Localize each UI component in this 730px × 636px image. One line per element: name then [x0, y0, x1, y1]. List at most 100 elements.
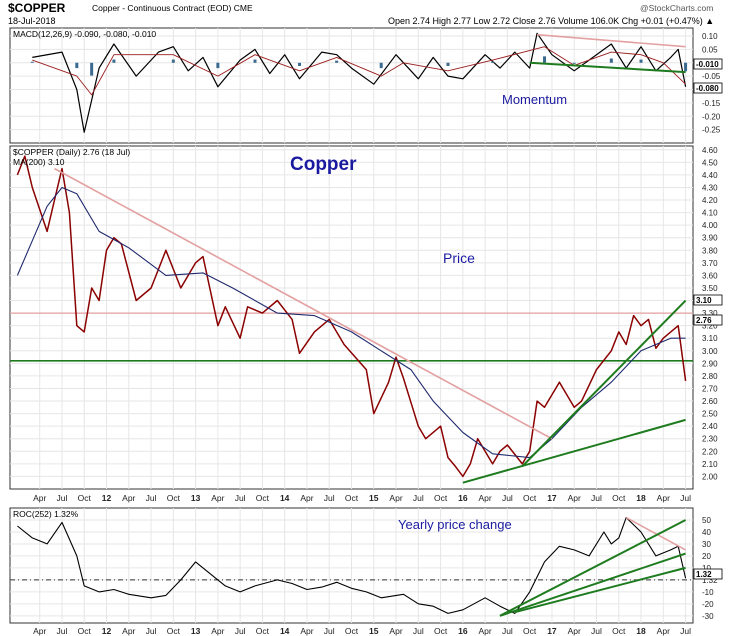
x-tick-label: Oct: [78, 493, 92, 503]
x-tick-label: Apr: [122, 626, 135, 636]
x-tick-label: Oct: [434, 493, 448, 503]
x-tick-label: 15: [369, 493, 379, 503]
roc-last-value-box: [693, 568, 723, 580]
x-tick-label: Jul: [502, 626, 513, 636]
price-annotation: Price: [443, 250, 475, 266]
x-tick-label: Apr: [657, 493, 670, 503]
roc-y-tick-label: 1.32: [702, 576, 718, 585]
macd-last-value-label: -0.010: [696, 60, 719, 69]
macd-y-tick-label: -0.15: [702, 99, 721, 108]
price-last-value-box: [693, 314, 723, 326]
macd-series-macd-12-26-9: [32, 32, 687, 133]
macd-y-tick-label: -0.20: [702, 112, 721, 121]
macd-y-tick-label: -0.05: [702, 72, 721, 81]
x-tick-label: Oct: [612, 626, 626, 636]
macd-y-tick-label: 0.05: [702, 45, 718, 54]
roc-y-tick-label: -20: [702, 600, 714, 609]
yearly-change-annotation: Yearly price change: [398, 517, 512, 532]
roc-y-tick-label: 20: [702, 552, 711, 561]
x-tick-label: Jul: [57, 493, 68, 503]
price-y-tick-label: 2.60: [702, 397, 718, 406]
x-tick-label: Oct: [167, 626, 181, 636]
price-y-tick-label: 4.20: [702, 196, 718, 205]
price-y-tick-label: 4.10: [702, 209, 718, 218]
x-tick-label: 13: [191, 626, 201, 636]
x-tick-label: Jul: [235, 626, 246, 636]
copper-annotation: Copper: [290, 154, 357, 175]
momentum-annotation: Momentum: [502, 92, 567, 107]
price-y-tick-label: 4.40: [702, 171, 718, 180]
x-tick-label: Jul: [502, 493, 513, 503]
x-tick-label: Jul: [324, 493, 335, 503]
price-series-ma-200: [16, 186, 686, 459]
price-last-value-label: 2.76: [696, 316, 712, 325]
macd-series-signal: [32, 46, 686, 96]
roc-y-tick-label: 30: [702, 540, 711, 549]
x-tick-label: 13: [191, 493, 201, 503]
x-tick-label: Jul: [680, 493, 691, 503]
x-tick-label: Oct: [256, 626, 270, 636]
price-y-tick-label: 4.60: [702, 146, 718, 155]
price-y-tick-label: 3.60: [702, 271, 718, 280]
price-y-tick-label: 2.40: [702, 422, 718, 431]
x-tick-label: Oct: [167, 493, 181, 503]
price-trendline-red: [54, 167, 553, 440]
x-tick-label: 18: [636, 626, 646, 636]
x-tick-label: Oct: [345, 626, 359, 636]
price-y-tick-label: 3.50: [702, 284, 718, 293]
price-y-tick-label: 2.90: [702, 359, 718, 368]
roc-trendline-green: [499, 519, 687, 617]
macd-trendline-red: [537, 33, 686, 48]
price-last-value-label: 3.10: [696, 296, 712, 305]
x-tick-label: Apr: [33, 626, 46, 636]
price-series-copper: [16, 155, 687, 478]
price-y-tick-label: 2.20: [702, 447, 718, 456]
x-tick-label: Apr: [389, 493, 402, 503]
x-tick-label: Apr: [568, 626, 581, 636]
price-legend: $COPPER (Daily) 2.76 (18 Jul): [13, 147, 130, 157]
roc-y-tick-label: -10: [702, 588, 714, 597]
roc-y-tick-label: -30: [702, 612, 714, 621]
x-tick-label: 12: [102, 493, 112, 503]
roc-legend: ROC(252) 1.32%: [13, 509, 79, 519]
price-y-tick-label: 3.90: [702, 234, 718, 243]
price-last-value-box: [693, 294, 723, 306]
price-y-tick-label: 3.00: [702, 347, 718, 356]
x-tick-label: Oct: [523, 493, 537, 503]
credit-text: @StockCharts.com: [640, 3, 714, 13]
price-y-tick-label: 3.80: [702, 246, 718, 255]
x-tick-label: Apr: [568, 493, 581, 503]
x-tick-label: Apr: [300, 493, 313, 503]
x-tick-label: 15: [369, 626, 379, 636]
x-tick-label: Jul: [57, 626, 68, 636]
ma-legend: MA(200) 3.10: [13, 157, 65, 167]
price-y-tick-label: 3.30: [702, 309, 718, 318]
price-trendline-green: [521, 299, 687, 468]
x-tick-label: Oct: [78, 626, 92, 636]
roc-series-roc-252: [17, 517, 687, 614]
macd-y-tick-label: -0.25: [702, 126, 721, 135]
x-tick-label: Oct: [523, 626, 537, 636]
chart-subtitle: Copper - Continuous Contract (EOD) CME: [92, 3, 253, 13]
x-tick-label: 14: [280, 626, 290, 636]
price-y-tick-label: 4.30: [702, 183, 718, 192]
macd-last-value-box: [693, 58, 723, 70]
price-y-tick-label: 2.30: [702, 435, 718, 444]
x-tick-label: 17: [547, 493, 557, 503]
price-trendline-green: [462, 418, 686, 484]
x-tick-label: Oct: [256, 493, 270, 503]
x-tick-label: 17: [547, 626, 557, 636]
x-tick-label: Jul: [680, 626, 691, 636]
price-y-tick-label: 2.50: [702, 410, 718, 419]
price-y-tick-label: 3.10: [702, 334, 718, 343]
x-tick-label: Apr: [389, 626, 402, 636]
x-tick-label: Apr: [479, 493, 492, 503]
x-tick-label: Apr: [657, 626, 670, 636]
price-y-tick-label: 3.20: [702, 322, 718, 331]
roc-y-tick-label: 40: [702, 528, 711, 537]
price-y-tick-label: 3.70: [702, 259, 718, 268]
x-tick-label: Apr: [122, 493, 135, 503]
x-tick-label: Jul: [146, 626, 157, 636]
x-tick-label: Jul: [235, 493, 246, 503]
